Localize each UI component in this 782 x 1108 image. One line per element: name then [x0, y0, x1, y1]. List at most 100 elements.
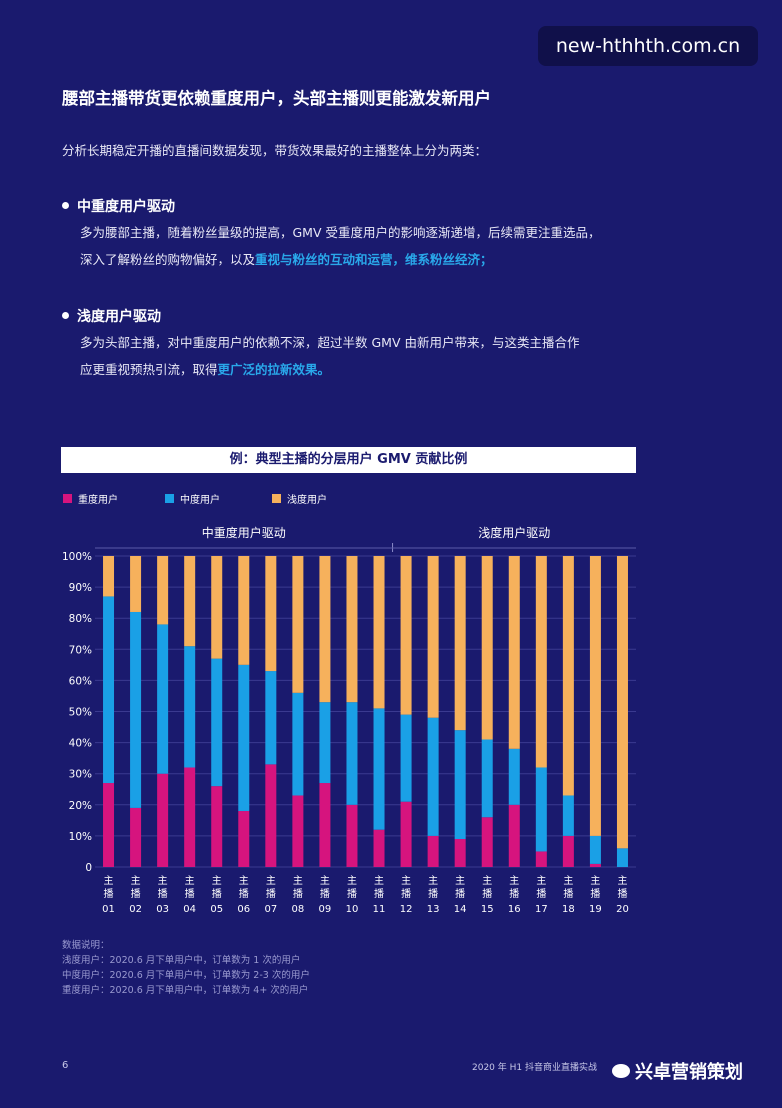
- x-tick-label: 20: [616, 904, 629, 915]
- y-tick-label: 50%: [69, 707, 92, 719]
- x-tick-label: 播: [320, 887, 330, 900]
- bar-segment: [535, 851, 547, 867]
- legend-swatch: [63, 494, 72, 503]
- x-tick-label: 18: [562, 904, 575, 915]
- x-tick-label: 19: [589, 904, 602, 915]
- notes-line: 中度用户：2020.6 月下单用户中，订单数为 2-3 次的用户: [62, 970, 310, 981]
- section1-paragraph: 多为腰部主播，随着粉丝量级的提高，GMV 受重度用户的影响逐渐递增，后续需更注重…: [80, 219, 650, 273]
- x-tick-label: 主: [401, 875, 411, 887]
- x-tick-label: 主: [563, 875, 573, 887]
- bar-segment: [616, 848, 628, 867]
- section1-title: 中重度用户驱动: [62, 196, 175, 216]
- x-tick-label: 16: [508, 904, 521, 915]
- section1-highlight: 重视与粉丝的互动和运营，维系粉丝经济；: [255, 252, 493, 267]
- x-tick-label: 01: [102, 904, 115, 915]
- chart-title: 例：典型主播的分层用户 GMV 贡献比例: [61, 447, 636, 473]
- x-tick-label: 17: [535, 904, 548, 915]
- page-number: 6: [62, 1060, 69, 1071]
- bar-segment: [238, 811, 250, 867]
- bullet-dot-icon: [62, 311, 69, 319]
- bar-segment: [535, 556, 547, 768]
- x-tick-label: 03: [156, 904, 169, 915]
- x-tick-label: 播: [104, 887, 114, 900]
- bar-segment: [481, 739, 493, 818]
- bar-segment: [130, 807, 142, 867]
- x-tick-label: 07: [264, 904, 277, 915]
- x-tick-label: 13: [427, 904, 440, 915]
- x-tick-label: 播: [131, 887, 141, 900]
- x-tick-label: 主: [482, 875, 492, 887]
- section2-line2-prefix: 应更重视预热引流，取得: [80, 362, 218, 377]
- x-tick-label: 主: [266, 875, 276, 887]
- x-tick-label: 播: [401, 887, 411, 900]
- notes-title: 数据说明：: [62, 940, 110, 951]
- x-tick-label: 播: [266, 887, 276, 900]
- bar-segment: [481, 817, 493, 867]
- bar-segment: [481, 556, 493, 740]
- x-tick-label: 主: [212, 875, 222, 887]
- bar-segment: [211, 556, 223, 659]
- x-tick-label: 播: [158, 887, 168, 900]
- bar-segment: [508, 556, 520, 749]
- bar-segment: [184, 556, 196, 647]
- x-tick-label: 主: [293, 875, 303, 887]
- x-tick-label: 主: [536, 875, 546, 887]
- group-label: 浅度用户驱动: [478, 525, 550, 540]
- section1-line1: 多为腰部主播，随着粉丝量级的提高，GMV 受重度用户的影响逐渐递增，后续需更注重…: [80, 225, 601, 240]
- bar-segment: [535, 767, 547, 852]
- bar-segment: [292, 692, 304, 796]
- bar-segment: [211, 658, 223, 787]
- x-tick-label: 播: [509, 887, 519, 900]
- bar-segment: [184, 767, 196, 867]
- section2-line2: 应更重视预热引流，取得更广泛的拉新效果。: [80, 356, 650, 383]
- bar-segment: [589, 863, 601, 867]
- notes-line: 重度用户：2020.6 月下单用户中，订单数为 4+ 次的用户: [62, 985, 309, 996]
- bar-segment: [130, 556, 142, 612]
- x-tick-label: 主: [347, 875, 357, 887]
- y-tick-label: 10%: [69, 831, 92, 843]
- bar-segment: [238, 556, 250, 665]
- x-tick-label: 主: [185, 875, 195, 887]
- bar-segment: [373, 708, 385, 830]
- bar-segment: [211, 786, 223, 867]
- legend-label: 重度用户: [78, 493, 118, 506]
- legend-swatch: [272, 494, 281, 503]
- x-tick-label: 主: [509, 875, 519, 887]
- bar-segment: [562, 556, 574, 796]
- bar-segment: [427, 717, 439, 836]
- bar-segment: [103, 783, 115, 867]
- x-tick-label: 播: [590, 887, 600, 900]
- x-tick-label: 06: [237, 904, 250, 915]
- bar-segment: [346, 702, 358, 805]
- notes-line: 浅度用户：2020.6 月下单用户中，订单数为 1 次的用户: [62, 955, 301, 966]
- bar-segment: [562, 795, 574, 836]
- y-tick-label: 40%: [69, 738, 92, 750]
- section1-line2: 深入了解粉丝的购物偏好，以及重视与粉丝的互动和运营，维系粉丝经济；: [80, 246, 650, 273]
- bar-segment: [265, 764, 277, 867]
- bar-segment: [508, 748, 520, 805]
- x-tick-label: 主: [320, 875, 330, 887]
- bar-segment: [562, 835, 574, 867]
- bar-segment: [454, 839, 466, 867]
- y-tick-label: 70%: [69, 644, 92, 656]
- brand-name: 兴卓营销策划: [635, 1062, 743, 1083]
- x-tick-label: 主: [590, 875, 600, 887]
- bar-segment: [400, 714, 412, 802]
- x-tick-label: 09: [319, 904, 332, 915]
- bar-segment: [103, 596, 115, 784]
- x-tick-label: 播: [428, 887, 438, 900]
- x-tick-label: 主: [104, 875, 114, 887]
- y-tick-label: 80%: [69, 613, 92, 625]
- y-tick-label: 30%: [69, 769, 92, 781]
- watermark: new-hthhth.com.cn: [538, 26, 758, 66]
- section2-paragraph: 多为头部主播，对中重度用户的依赖不深，超过半数 GMV 由新用户带来，与这类主播…: [80, 329, 650, 383]
- section2-title: 浅度用户驱动: [62, 306, 161, 326]
- y-tick-label: 0: [85, 862, 92, 874]
- x-tick-label: 04: [183, 904, 196, 915]
- bar-segment: [427, 835, 439, 867]
- x-tick-label: 11: [373, 904, 386, 915]
- x-tick-label: 播: [536, 887, 546, 900]
- bar-segment: [292, 556, 304, 693]
- section2-highlight: 更广泛的拉新效果。: [217, 362, 331, 377]
- bar-segment: [319, 702, 331, 784]
